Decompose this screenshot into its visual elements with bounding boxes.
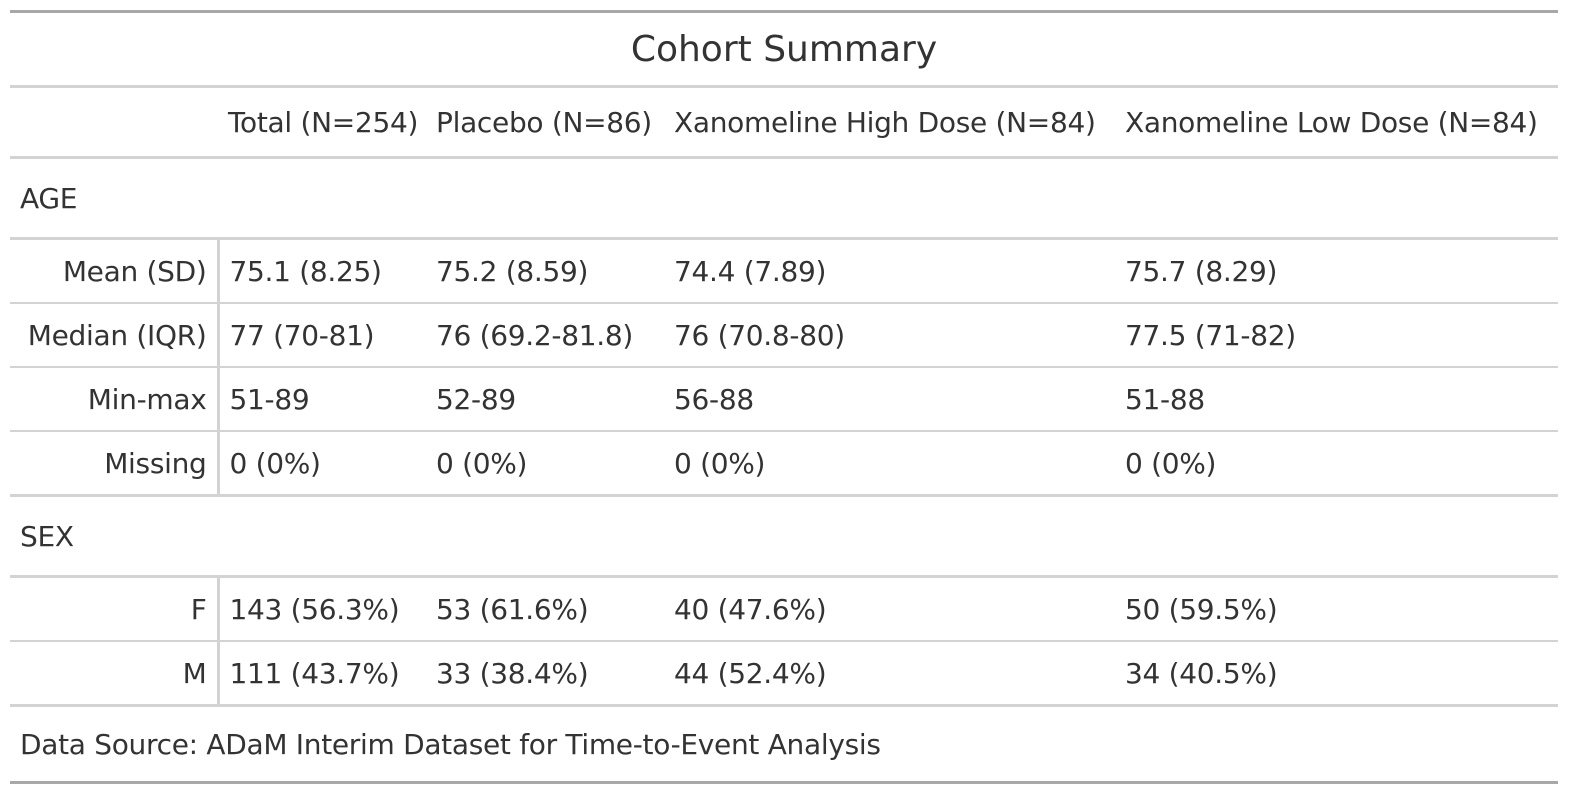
column-header-total: Total (N=254) <box>218 86 426 159</box>
group-label-age: AGE <box>10 157 1559 240</box>
table-row-min-max: Min-max 51-89 52-89 56-88 51-88 <box>10 367 1559 432</box>
cell-low-dose: 50 (59.5%) <box>1115 576 1559 642</box>
group-row-age: AGE <box>10 157 1559 240</box>
table-row-mean-sd: Mean (SD) 75.1 (8.25) 75.2 (8.59) 74.4 (… <box>10 238 1559 304</box>
column-header-row: Total (N=254) Placebo (N=86) Xanomeline … <box>10 86 1559 159</box>
cell-high-dose: 56-88 <box>664 367 1115 432</box>
cell-placebo: 76 (69.2-81.8) <box>426 303 664 368</box>
table-row-median-iqr: Median (IQR) 77 (70-81) 76 (69.2-81.8) 7… <box>10 303 1559 368</box>
cell-total: 111 (43.7%) <box>218 641 426 707</box>
cell-placebo: 75.2 (8.59) <box>426 238 664 304</box>
row-label: F <box>10 576 220 642</box>
row-label: Median (IQR) <box>10 303 220 368</box>
cell-high-dose: 0 (0%) <box>664 431 1115 497</box>
cell-placebo: 33 (38.4%) <box>426 641 664 707</box>
cell-high-dose: 74.4 (7.89) <box>664 238 1115 304</box>
cell-placebo: 53 (61.6%) <box>426 576 664 642</box>
row-label: M <box>10 641 220 707</box>
cell-total: 0 (0%) <box>218 431 426 497</box>
table-footnote: Data Source: ADaM Interim Dataset for Ti… <box>10 705 1559 784</box>
cell-total: 77 (70-81) <box>218 303 426 368</box>
row-label: Min-max <box>10 367 220 432</box>
group-label-sex: SEX <box>10 495 1559 578</box>
cell-high-dose: 40 (47.6%) <box>664 576 1115 642</box>
table-row-missing: Missing 0 (0%) 0 (0%) 0 (0%) 0 (0%) <box>10 431 1559 497</box>
footnote-row: Data Source: ADaM Interim Dataset for Ti… <box>10 705 1559 784</box>
cell-high-dose: 76 (70.8-80) <box>664 303 1115 368</box>
title-row: Cohort Summary <box>10 10 1559 88</box>
cell-low-dose: 51-88 <box>1115 367 1559 432</box>
group-row-sex: SEX <box>10 495 1559 578</box>
cell-placebo: 52-89 <box>426 367 664 432</box>
row-label: Mean (SD) <box>10 238 220 304</box>
cell-total: 143 (56.3%) <box>218 576 426 642</box>
table-title: Cohort Summary <box>10 10 1559 88</box>
table-row-male: M 111 (43.7%) 33 (38.4%) 44 (52.4%) 34 (… <box>10 641 1559 707</box>
column-header-stub <box>10 86 218 159</box>
cell-low-dose: 77.5 (71-82) <box>1115 303 1559 368</box>
column-header-placebo: Placebo (N=86) <box>426 86 664 159</box>
cell-total: 51-89 <box>218 367 426 432</box>
cell-total: 75.1 (8.25) <box>218 238 426 304</box>
row-label: Missing <box>10 431 220 497</box>
column-header-high-dose: Xanomeline High Dose (N=84) <box>664 86 1115 159</box>
cell-low-dose: 34 (40.5%) <box>1115 641 1559 707</box>
cell-high-dose: 44 (52.4%) <box>664 641 1115 707</box>
cell-placebo: 0 (0%) <box>426 431 664 497</box>
table-row-female: F 143 (56.3%) 53 (61.6%) 40 (47.6%) 50 (… <box>10 576 1559 642</box>
column-header-low-dose: Xanomeline Low Dose (N=84) <box>1115 86 1559 159</box>
cell-low-dose: 0 (0%) <box>1115 431 1559 497</box>
cohort-summary-table-container: Cohort Summary Total (N=254) Placebo (N=… <box>10 10 1559 784</box>
cohort-summary-table: Cohort Summary Total (N=254) Placebo (N=… <box>10 10 1559 784</box>
cell-low-dose: 75.7 (8.29) <box>1115 238 1559 304</box>
